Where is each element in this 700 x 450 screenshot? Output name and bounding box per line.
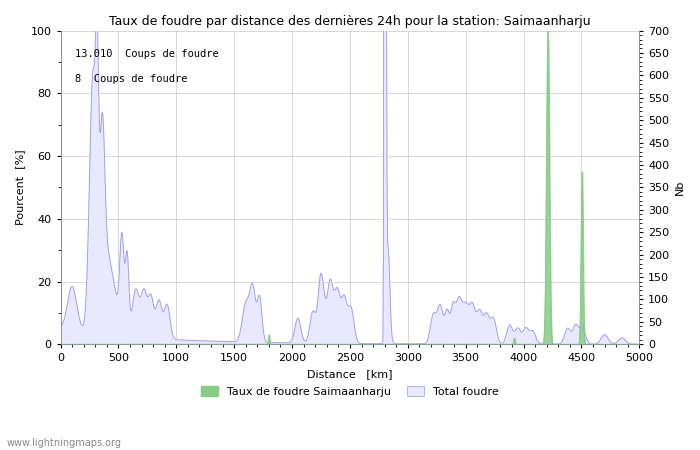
X-axis label: Distance   [km]: Distance [km] [307,369,393,379]
Title: Taux de foudre par distance des dernières 24h pour la station: Saimaanharju: Taux de foudre par distance des dernière… [109,15,591,28]
Text: www.lightningmaps.org: www.lightningmaps.org [7,438,122,448]
Text: 8  Coups de foudre: 8 Coups de foudre [75,74,188,85]
Text: 13.010  Coups de foudre: 13.010 Coups de foudre [75,50,219,59]
Y-axis label: Pourcent  [%]: Pourcent [%] [15,149,25,225]
Legend: Taux de foudre Saimaanharju, Total foudre: Taux de foudre Saimaanharju, Total foudr… [197,382,503,401]
Y-axis label: Nb: Nb [675,180,685,195]
